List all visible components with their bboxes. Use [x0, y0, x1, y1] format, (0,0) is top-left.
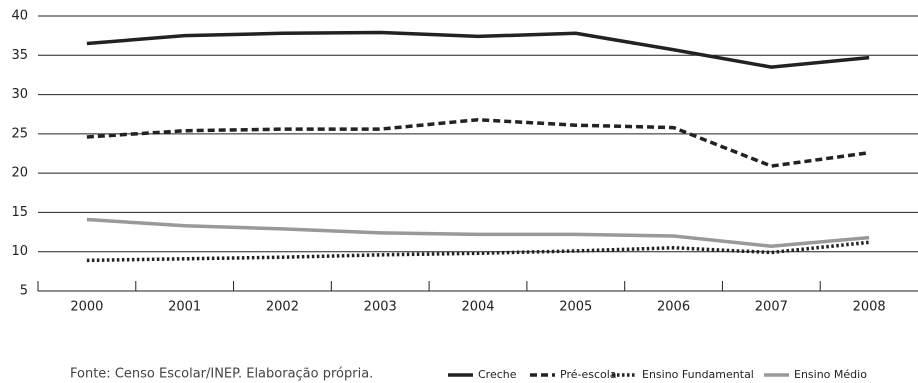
y-tick-label: 15: [11, 205, 28, 220]
y-tick-label: 25: [11, 126, 28, 141]
source-note: Fonte: Censo Escolar/INEP. Elaboração pr…: [70, 367, 373, 382]
y-tick-label: 5: [20, 284, 28, 299]
x-tick-label: 2008: [853, 300, 886, 315]
x-tick-label: 2001: [168, 300, 201, 315]
x-tick-label: 2000: [70, 300, 103, 315]
y-tick-label: 20: [11, 166, 28, 181]
series-line: [86, 117, 870, 168]
x-tick-label: 2002: [266, 300, 299, 315]
y-tick-label: 10: [11, 244, 28, 259]
x-tick-label: 2007: [755, 300, 788, 315]
y-tick-label: 30: [11, 87, 28, 102]
y-tick-label: 35: [11, 48, 28, 63]
x-tick-label: 2004: [461, 300, 494, 315]
x-tick-label: 2005: [559, 300, 592, 315]
series-line: [86, 30, 870, 69]
legend-label: Creche: [478, 368, 517, 381]
series-line: [86, 217, 870, 248]
x-tick-label: 2006: [657, 300, 690, 315]
y-tick-label: 40: [11, 9, 28, 24]
legend-label: Pré-escola: [560, 368, 617, 381]
legend-label: Ensino Médio: [794, 368, 867, 381]
x-tick-label: 2003: [364, 300, 397, 315]
series-line: [86, 240, 870, 263]
legend-label: Ensino Fundamental: [642, 368, 754, 381]
